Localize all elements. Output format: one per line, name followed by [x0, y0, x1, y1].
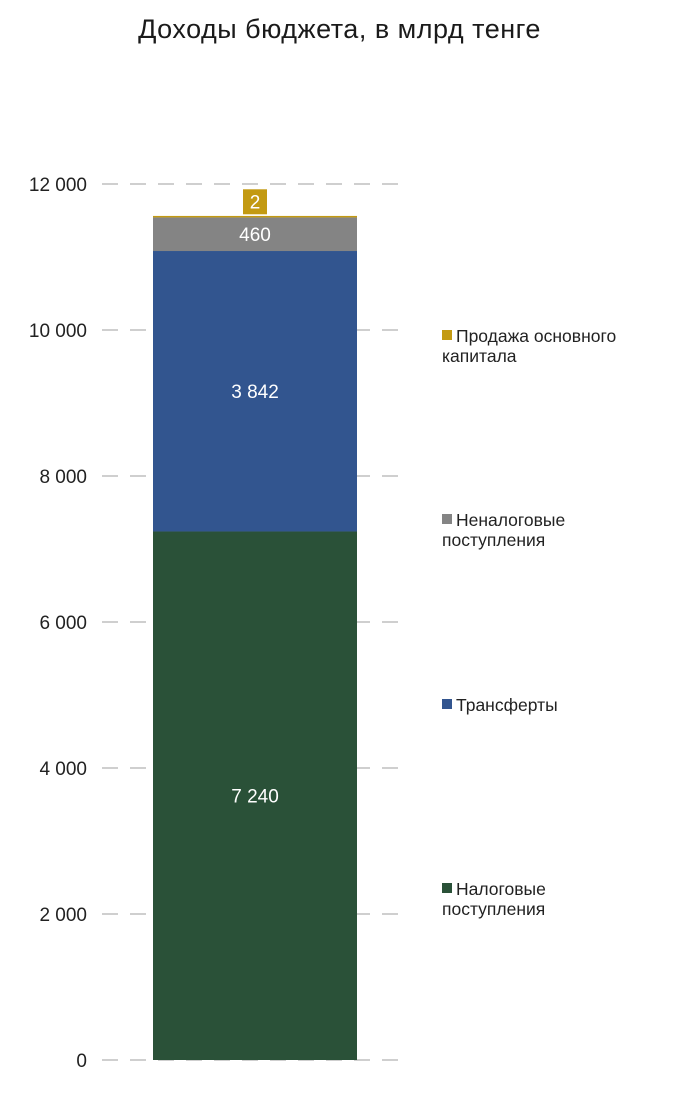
data-label: 7 240	[231, 787, 279, 808]
data-label: 2	[250, 192, 261, 213]
y-tick-label: 8 000	[39, 467, 87, 488]
legend-swatch	[442, 699, 452, 709]
bar-segment	[153, 215, 357, 218]
chart-title: Доходы бюджета, в млрд тенге	[138, 14, 541, 44]
bar-stack	[153, 215, 357, 1060]
y-tick-label: 10 000	[29, 321, 87, 342]
data-label-box	[243, 189, 267, 215]
legend-label: капитала	[442, 346, 517, 366]
legend-label: Неналоговые	[456, 510, 565, 530]
bar-segment	[153, 251, 357, 532]
y-tick-label: 4 000	[39, 759, 87, 780]
y-tick-label: 0	[76, 1051, 87, 1072]
bar-segment	[153, 531, 357, 1060]
legend-swatch	[442, 883, 452, 893]
legend-swatch	[442, 330, 452, 340]
legend-label: поступления	[442, 899, 545, 919]
y-tick-label: 12 000	[29, 175, 87, 196]
data-labels: 7 240 3 842 460 2	[231, 189, 279, 808]
legend-label: Налоговые	[456, 879, 546, 899]
bar-segment	[153, 217, 357, 252]
legend-entry: Трансферты	[442, 695, 558, 715]
data-label: 460	[239, 225, 271, 246]
y-axis-ticks: 0 2 000 4 000 6 000 8 000 10 000 12 000	[29, 175, 87, 1072]
y-tick-label: 2 000	[39, 905, 87, 926]
legend-label: Продажа основного	[456, 326, 616, 346]
y-tick-label: 6 000	[39, 613, 87, 634]
data-label: 3 842	[231, 382, 279, 403]
legend-label: Трансферты	[456, 695, 558, 715]
legend: Продажа основногокапиталаНеналоговыепост…	[442, 326, 616, 919]
legend-label: поступления	[442, 530, 545, 550]
legend-swatch	[442, 514, 452, 524]
